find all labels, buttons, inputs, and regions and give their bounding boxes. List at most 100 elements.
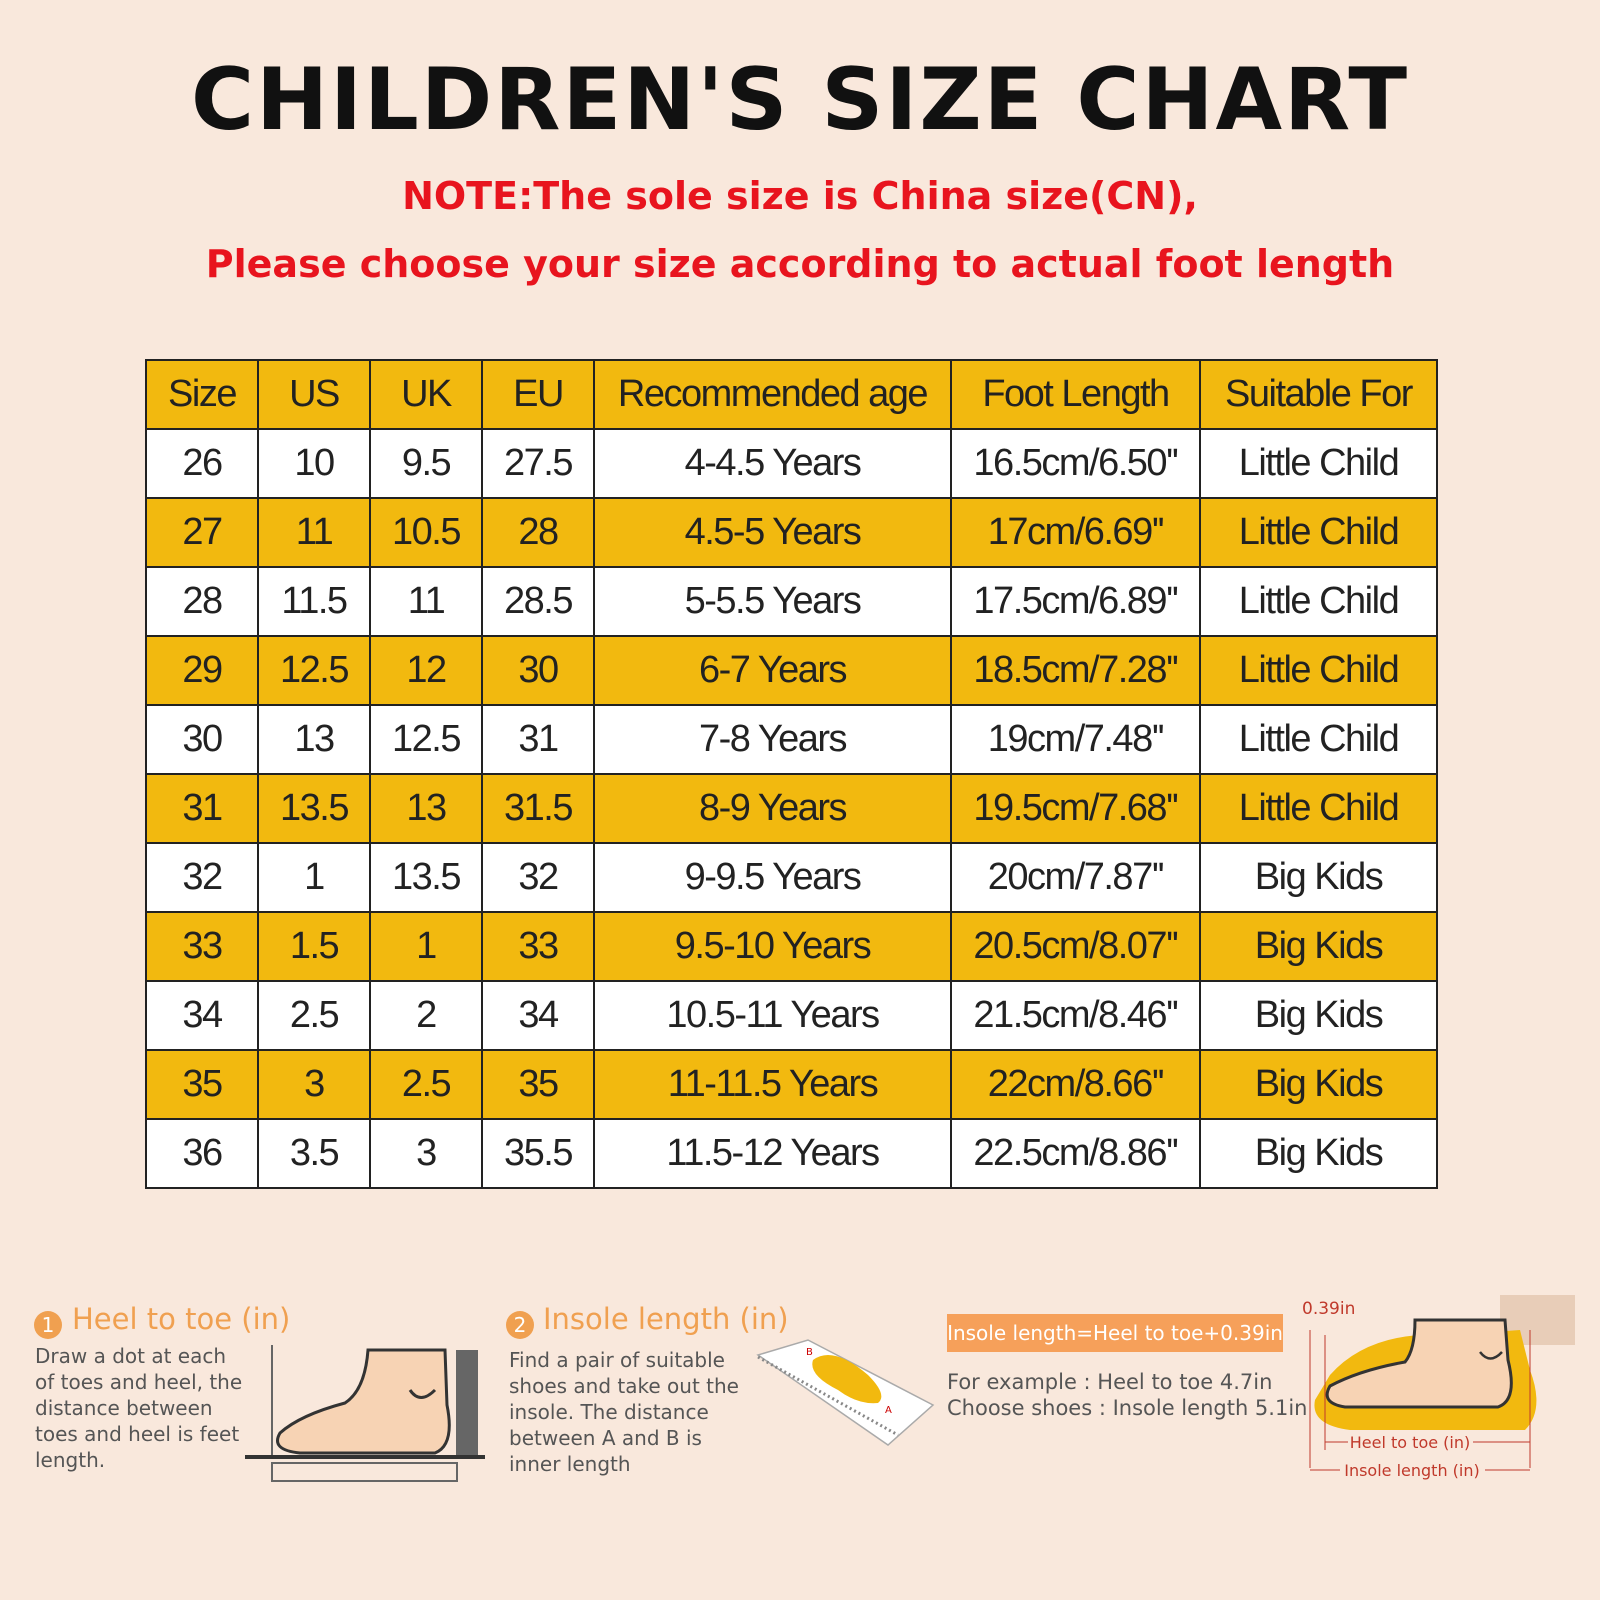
table-cell: 3 (257, 1049, 371, 1120)
step-text: Draw a dot at each of toes and heel, the… (35, 1344, 243, 1472)
table-row: 26 10 9.5 27.5 4-4.5 Years 16.5cm/6.50'' Littl… (145, 428, 1438, 499)
table-cell: 6-7 Years (593, 635, 952, 706)
table-cell: 12.5 (257, 635, 371, 706)
table-cell: Big Kids (1199, 980, 1438, 1051)
table-cell: EU (481, 359, 595, 430)
table-cell: 29 (145, 635, 259, 706)
table-cell: 3 (369, 1118, 483, 1189)
table-cell: 11.5 (257, 566, 371, 637)
note: NOTE:The sole size is China size(CN), (402, 174, 1198, 218)
table-cell: 12 (369, 635, 483, 706)
table-cell: UK (369, 359, 483, 430)
table-cell: 1.5 (257, 911, 371, 982)
allowance-label: 0.39in (1302, 1299, 1355, 1319)
table-cell: Little Child (1199, 566, 1438, 637)
table-cell: 18.5cm/7.28'' (950, 635, 1201, 706)
table-cell: 32 (145, 842, 259, 913)
table-row: 27 11 10.5 28 4.5-5 Years 17cm/6.69'' Little C… (145, 497, 1438, 568)
step-number: 1 (34, 1311, 62, 1339)
mark-label: A (885, 1405, 892, 1416)
table-cell: US (257, 359, 371, 430)
table-cell: Size (145, 359, 259, 430)
step-text: Find a pair of suitable shoes and take o… (509, 1348, 739, 1476)
table-cell: Little Child (1199, 635, 1438, 706)
table-cell: 11 (257, 497, 371, 568)
table-cell: 27 (145, 497, 259, 568)
step-number: 2 (506, 1311, 534, 1339)
table-cell: 27.5 (481, 428, 595, 499)
table-cell: 2 (369, 980, 483, 1051)
table-cell: Suitable For (1199, 359, 1438, 430)
insole-illustration: B A (756, 1339, 935, 1446)
table-cell: Little Child (1199, 497, 1438, 568)
table-cell: 35 (145, 1049, 259, 1120)
table-cell: 11-11.5 Years (593, 1049, 952, 1120)
table-row: 31 13.5 13 31.5 8-9 Years 19.5cm/7.68'' Little… (145, 773, 1438, 844)
table-cell: Recommended age (593, 359, 952, 430)
table-cell: 33 (481, 911, 595, 982)
size-table: Size US UK EU Recommended age Foot Length Suit… (145, 359, 1438, 1189)
foot-illustration (245, 1345, 485, 1482)
table-row: 30 13 12.5 31 7-8 Years 19cm/7.48'' Little Chi… (145, 704, 1438, 775)
mark-label: B (806, 1347, 813, 1358)
table-cell: Little Child (1199, 428, 1438, 499)
table-cell: 13.5 (257, 773, 371, 844)
table-cell: 10 (257, 428, 371, 499)
table-cell: 16.5cm/6.50'' (950, 428, 1201, 499)
table-cell: 4.5-5 Years (593, 497, 952, 568)
table-cell: 34 (145, 980, 259, 1051)
table-cell: Big Kids (1199, 1118, 1438, 1189)
table-cell: 2.5 (257, 980, 371, 1051)
example: For example : Heel to toe 4.7in (947, 1370, 1273, 1394)
heel-to-toe-label: Heel to toe (in) (1350, 1433, 1470, 1452)
formula: Insole length=Heel to toe+0.39in (947, 1314, 1283, 1352)
table-cell: 4-4.5 Years (593, 428, 952, 499)
step-title: Insole length (in) (543, 1302, 789, 1336)
table-cell: 13.5 (369, 842, 483, 913)
table-cell: Foot Length (950, 359, 1201, 430)
table-cell: 1 (257, 842, 371, 913)
table-cell: 1 (369, 911, 483, 982)
table-cell: 31 (145, 773, 259, 844)
table-cell: 7-8 Years (593, 704, 952, 775)
insole-length-label: Insole length (in) (1344, 1461, 1480, 1480)
table-cell: 10.5-11 Years (593, 980, 952, 1051)
table-cell: 12.5 (369, 704, 483, 775)
table-row: 28 11.5 11 28.5 5-5.5 Years 17.5cm/6.89'' Litt… (145, 566, 1438, 637)
table-cell: Big Kids (1199, 1049, 1438, 1120)
table-cell: 22cm/8.66'' (950, 1049, 1201, 1120)
table-cell: 35.5 (481, 1118, 595, 1189)
table-cell: 9.5-10 Years (593, 911, 952, 982)
table-cell: 32 (481, 842, 595, 913)
table-cell: 28 (145, 566, 259, 637)
table-cell: 21.5cm/8.46'' (950, 980, 1201, 1051)
table-cell: 10.5 (369, 497, 483, 568)
table-cell: 17.5cm/6.89'' (950, 566, 1201, 637)
table-cell: 28 (481, 497, 595, 568)
table-cell: 28.5 (481, 566, 595, 637)
table-cell: 34 (481, 980, 595, 1051)
table-cell: 13 (257, 704, 371, 775)
example: Choose shoes : Insole length 5.1in (947, 1396, 1308, 1420)
table-row: 36 3.5 3 35.5 11.5-12 Years 22.5cm/8.86'' Big … (145, 1118, 1438, 1189)
table-cell: 9.5 (369, 428, 483, 499)
table-row: 32 1 13.5 32 9-9.5 Years 20cm/7.87'' Big Kids (145, 842, 1438, 913)
table-cell: Little Child (1199, 773, 1438, 844)
table-cell: 9-9.5 Years (593, 842, 952, 913)
note: Please choose your size according to act… (205, 242, 1395, 286)
table-cell: 13 (369, 773, 483, 844)
table-cell: 19cm/7.48'' (950, 704, 1201, 775)
table-cell: 36 (145, 1118, 259, 1189)
table-cell: 11 (369, 566, 483, 637)
table-cell: 19.5cm/7.68'' (950, 773, 1201, 844)
table-row: 35 3 2.5 35 11-11.5 Years 22cm/8.66'' Big Kids (145, 1049, 1438, 1120)
table-cell: Big Kids (1199, 911, 1438, 982)
title: CHILDREN'S SIZE CHART (190, 50, 1410, 150)
table-cell: 31 (481, 704, 595, 775)
table-cell: 26 (145, 428, 259, 499)
table-row: Size US UK EU Recommended age Foot Length Suit… (145, 359, 1438, 430)
table-row: 29 12.5 12 30 6-7 Years 18.5cm/7.28'' Little C… (145, 635, 1438, 706)
table-cell: 30 (145, 704, 259, 775)
table-row: 33 1.5 1 33 9.5-10 Years 20.5cm/8.07'' Big Kid… (145, 911, 1438, 982)
